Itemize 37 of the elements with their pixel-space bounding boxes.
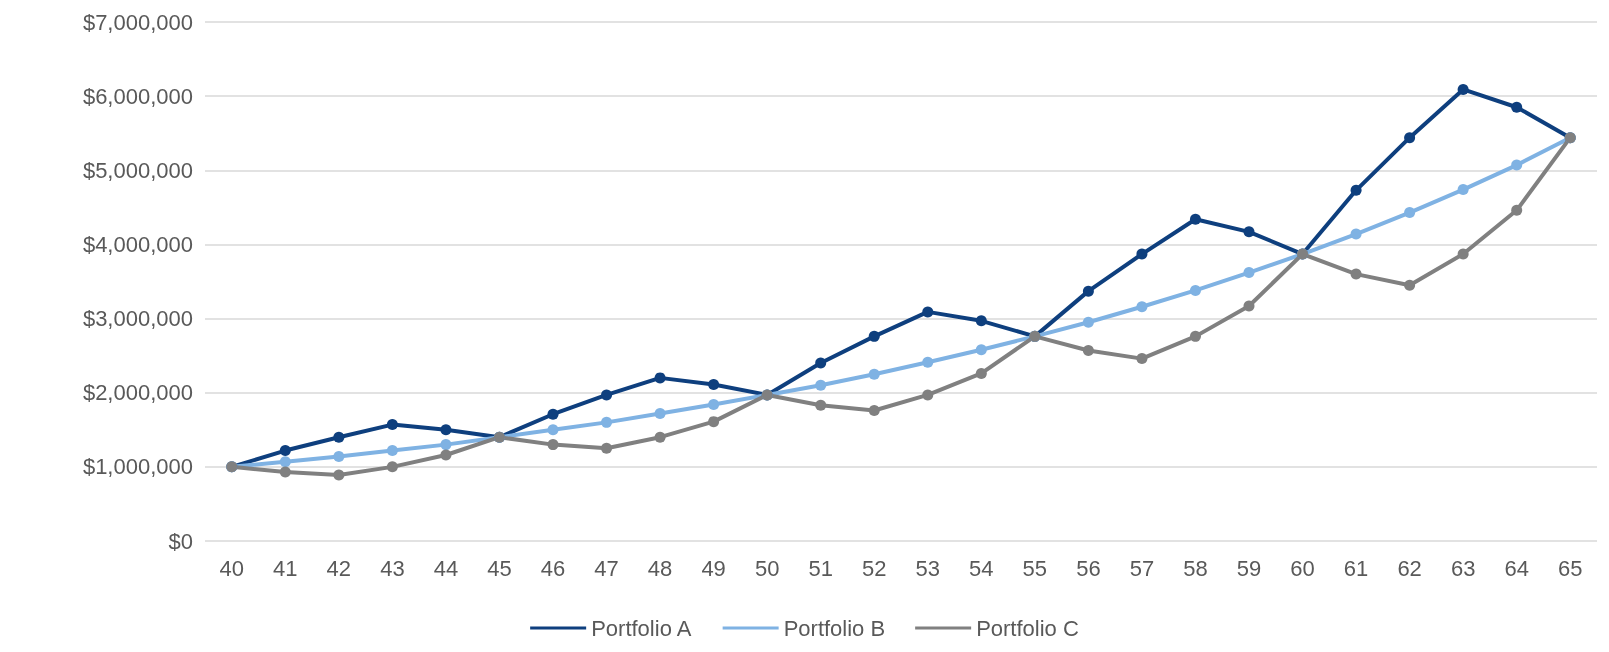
x-tick-label: 65 <box>1557 555 1583 581</box>
y-tick-label: $5,000,000 <box>82 157 193 183</box>
legend-label: Portfolio A <box>591 615 692 641</box>
x-tick-label: 63 <box>1450 555 1476 581</box>
x-tick-label: 56 <box>1076 555 1101 581</box>
y-tick-label: $1,000,000 <box>82 454 193 480</box>
legend-label: Portfolio B <box>783 615 886 641</box>
x-tick-label: 44 <box>433 555 459 581</box>
legend-label: Portfolio C <box>976 615 1079 641</box>
y-tick-label: $6,000,000 <box>82 83 193 109</box>
x-tick-label: 54 <box>969 555 994 581</box>
x-tick-label: 45 <box>487 555 512 581</box>
x-tick-label: 62 <box>1397 555 1422 581</box>
x-tick-label: 55 <box>1022 555 1048 581</box>
x-tick-label: 47 <box>594 555 619 581</box>
x-tick-label: 51 <box>808 555 833 581</box>
y-tick-label: $2,000,000 <box>82 380 193 406</box>
x-tick-label: 58 <box>1183 555 1208 581</box>
x-tick-label: 49 <box>701 555 726 581</box>
y-tick-label: $3,000,000 <box>82 306 193 332</box>
x-tick-label: 48 <box>647 555 673 581</box>
x-tick-label: 57 <box>1129 555 1155 581</box>
x-tick-label: 46 <box>540 555 566 581</box>
x-tick-label: 53 <box>915 555 941 581</box>
x-tick-label: 43 <box>380 555 405 581</box>
x-tick-label: 61 <box>1343 555 1369 581</box>
x-tick-label: 50 <box>754 555 780 581</box>
y-tick-label: $4,000,000 <box>82 231 193 257</box>
y-tick-label: $0 <box>168 528 193 554</box>
x-tick-label: 42 <box>326 555 352 581</box>
x-tick-label: 52 <box>861 555 887 581</box>
y-tick-label: $7,000,000 <box>82 9 193 35</box>
x-tick-label: 59 <box>1236 555 1262 581</box>
x-tick-label: 64 <box>1504 555 1529 581</box>
x-tick-label: 41 <box>273 555 298 581</box>
x-tick-label: 60 <box>1290 555 1315 581</box>
x-tick-label: 40 <box>219 555 245 581</box>
